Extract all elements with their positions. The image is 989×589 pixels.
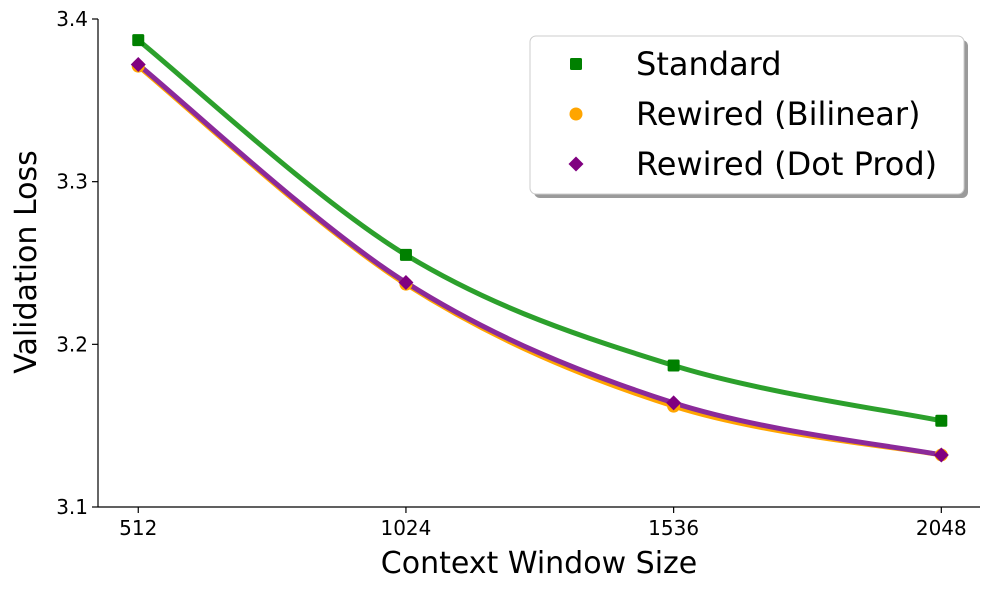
y-tick-label: 3.2 xyxy=(56,332,88,356)
y-tick-label: 3.1 xyxy=(56,495,88,519)
legend-label-rewired-bilinear: Rewired (Bilinear) xyxy=(636,95,921,133)
curve-standard xyxy=(135,37,944,424)
y-axis-label: Validation Loss xyxy=(9,150,44,373)
x-tick-label: 512 xyxy=(119,516,157,540)
data-point-rewired-dot-prod xyxy=(666,395,682,411)
x-tick-label: 1024 xyxy=(380,516,431,540)
axes: 512 1024 1536 2048 3.1 3.2 3.3 3.4 xyxy=(56,7,980,540)
y-tick-label: 3.4 xyxy=(56,7,88,31)
data-point-rewired-dot-prod xyxy=(398,275,414,291)
fitted-curves xyxy=(135,37,944,458)
legend-label-rewired-dot-prod: Rewired (Dot Prod) xyxy=(636,145,937,183)
legend-label-standard: Standard xyxy=(636,45,782,83)
data-point-standard xyxy=(132,34,145,47)
legend-marker-rewired-bilinear xyxy=(569,107,583,121)
data-point-rewired-dot-prod xyxy=(130,57,146,73)
data-point-rewired-dot-prod xyxy=(933,447,949,463)
data-point-standard xyxy=(935,414,948,427)
y-tick-label: 3.3 xyxy=(56,170,88,194)
legend-box xyxy=(529,35,965,195)
x-tick-label: 1536 xyxy=(648,516,699,540)
legend-marker-rewired-dot-prod xyxy=(568,156,584,172)
curve-rewired-dot-prod xyxy=(135,62,944,458)
legend-marker-standard xyxy=(570,58,582,70)
data-point-standard xyxy=(399,248,412,261)
data-point-standard xyxy=(667,359,680,372)
x-axis-label: Context Window Size xyxy=(381,546,697,581)
data-markers xyxy=(130,34,949,463)
legend: Standard Rewired (Bilinear) Rewired (Dot P… xyxy=(529,35,968,198)
x-tick-label: 2048 xyxy=(916,516,967,540)
